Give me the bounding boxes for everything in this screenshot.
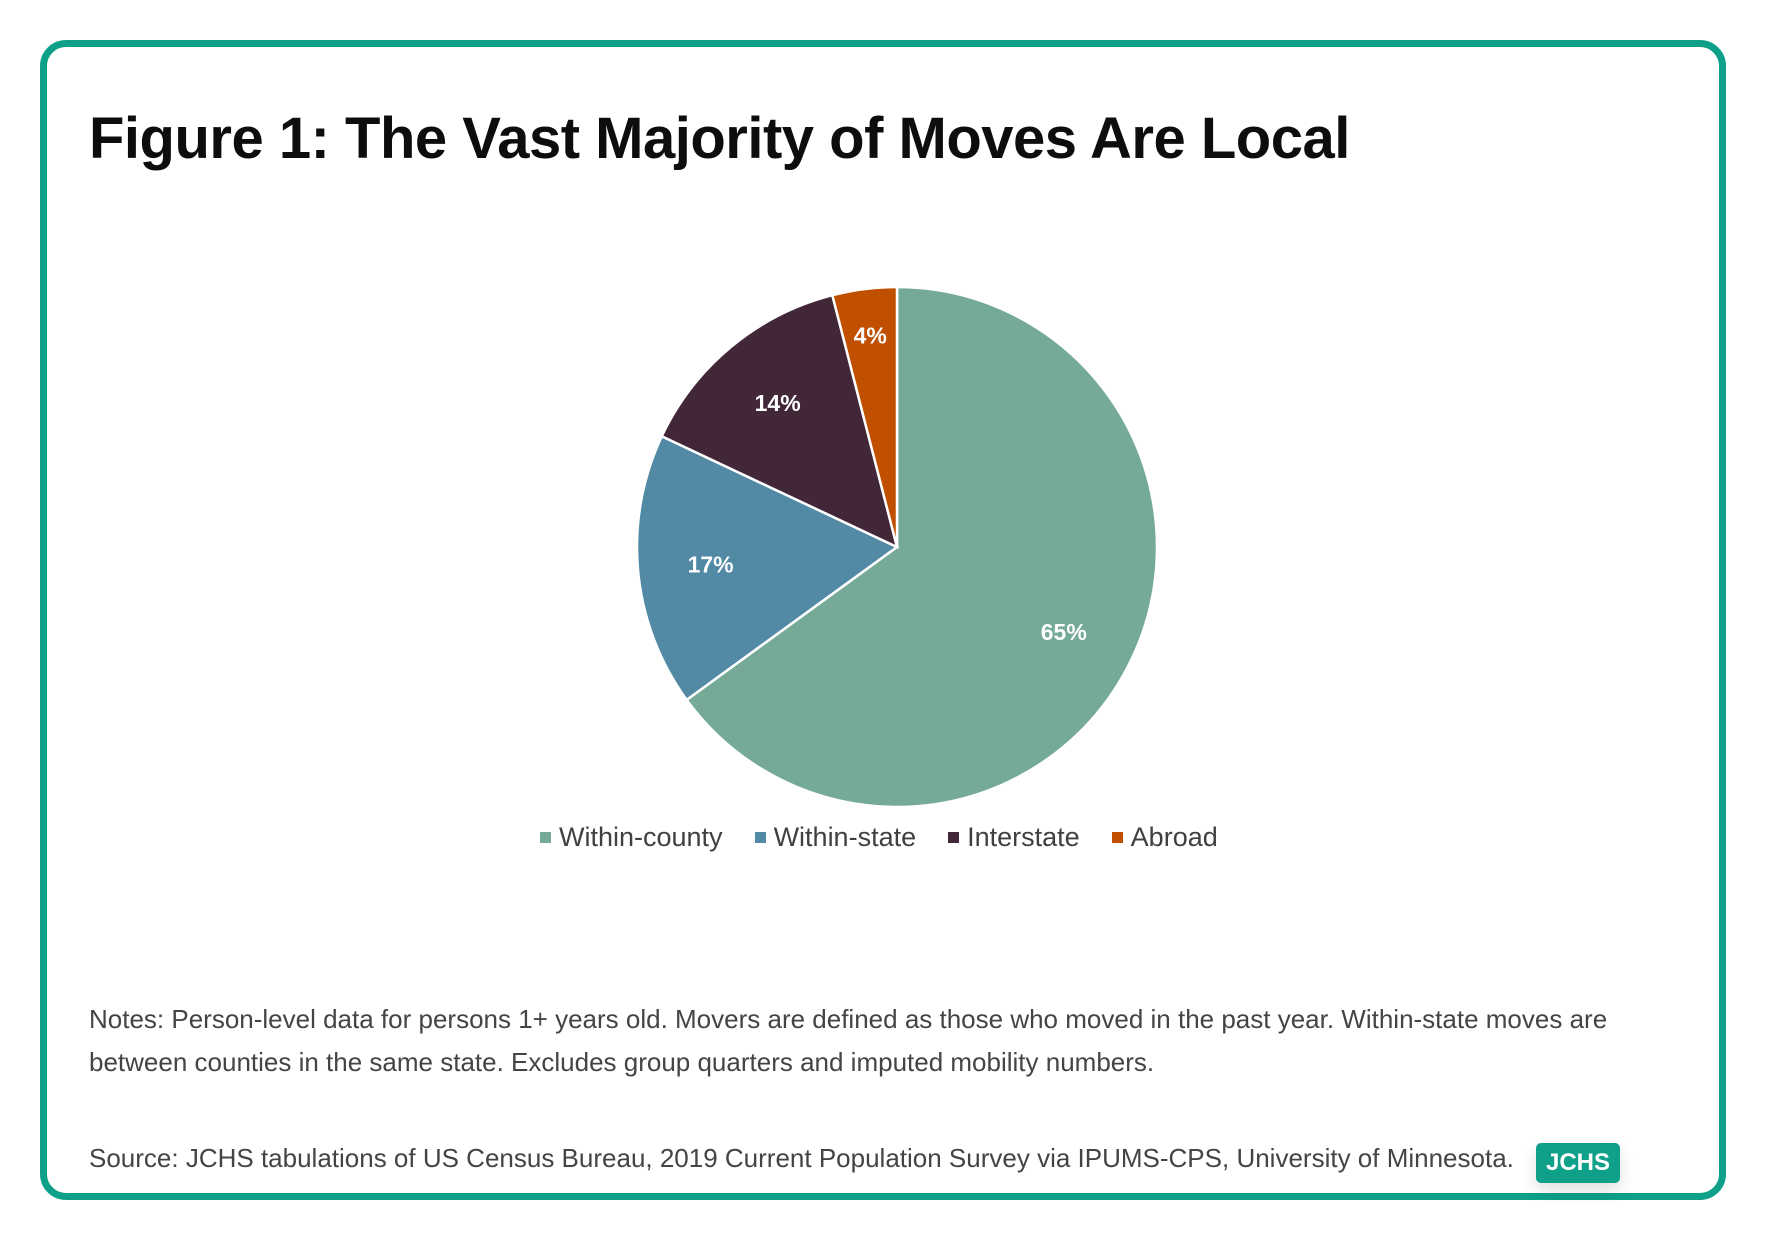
- legend-label-within-county: Within-county: [559, 822, 723, 852]
- legend-label-within-state: Within-state: [773, 822, 917, 852]
- legend-swatch-abroad: [1111, 832, 1123, 843]
- legend-swatch-interstate: [948, 832, 960, 843]
- legend-swatch-within-county: [540, 832, 551, 843]
- figure-source: Source: JCHS tabulations of US Census Bu…: [89, 1143, 1514, 1173]
- figure-title: Figure 1: The Vast Majority of Moves Are…: [89, 106, 1350, 171]
- legend-item-interstate: Interstate: [948, 822, 1080, 853]
- legend-label-abroad: Abroad: [1130, 822, 1218, 852]
- figure-notes: Notes: Person-level data for persons 1+ …: [89, 1004, 1608, 1077]
- legend-item-abroad: Abroad: [1111, 822, 1218, 853]
- legend-item-within-county: Within-county: [540, 822, 723, 853]
- chart-legend: Within-county Within-state Interstate Ab…: [540, 822, 1250, 853]
- legend-label-interstate: Interstate: [967, 822, 1080, 852]
- legend-item-within-state: Within-state: [754, 822, 917, 853]
- figure-card: Figure 1: The Vast Majority of Moves Are…: [40, 40, 1726, 1200]
- legend-swatch-within-state: [754, 832, 766, 843]
- jchs-badge: JCHS: [1536, 1143, 1621, 1183]
